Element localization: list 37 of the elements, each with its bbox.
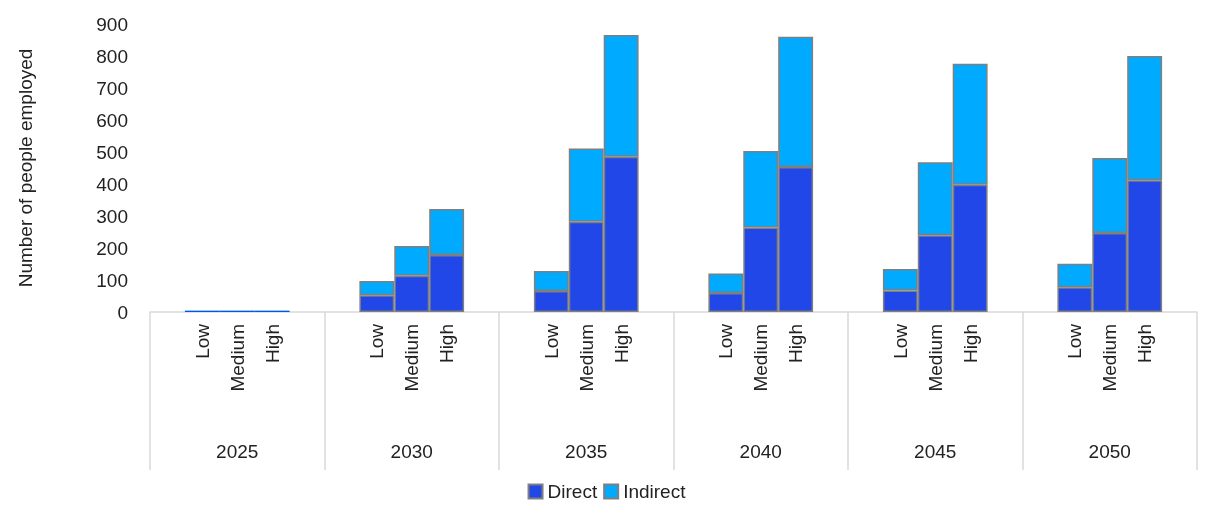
x-tick-label: Medium [924,324,946,392]
text: 2040 [739,441,782,462]
text: 2035 [565,441,608,462]
y-tick-label: 400 [96,173,128,195]
x-tick-label: Medium [401,324,423,392]
y-tick-label: 700 [96,77,128,99]
x-tick-label: High [959,324,981,364]
y-axis-title: Number of people employed [15,48,36,288]
y-tick-label: 300 [96,205,128,227]
text: 2050 [1088,441,1131,462]
x-tick-label: Medium [750,324,772,392]
text: 2030 [390,441,433,462]
x-tick-label: High [1134,324,1156,364]
x-tick-label: High [610,324,632,364]
x-tick-label: High [261,324,283,364]
y-tick-label: 200 [96,237,128,259]
y-tick-label: 600 [96,109,128,131]
text: 2045 [914,441,957,462]
text: 2025 [216,441,259,462]
y-tick-label: 800 [96,45,128,67]
x-tick-label: Medium [1099,324,1121,392]
x-tick-label: Low [715,323,737,359]
x-tick-label: Low [191,323,213,359]
y-tick-label: 900 [96,13,128,35]
y-tick-label: 100 [96,269,128,291]
x-tick-label: Low [540,323,562,359]
legend-label: Indirect [623,481,687,502]
x-tick-label: Low [889,323,911,359]
y-tick-label: 500 [96,141,128,163]
legend-label: Direct [547,481,598,502]
x-tick-label: Medium [575,324,597,392]
y-tick-label: 0 [117,301,128,323]
x-tick-label: Medium [226,324,248,392]
x-tick-label: Low [1064,323,1086,359]
x-tick-label: High [436,324,458,364]
x-tick-label: Low [366,323,388,359]
x-tick-label: High [785,324,807,364]
